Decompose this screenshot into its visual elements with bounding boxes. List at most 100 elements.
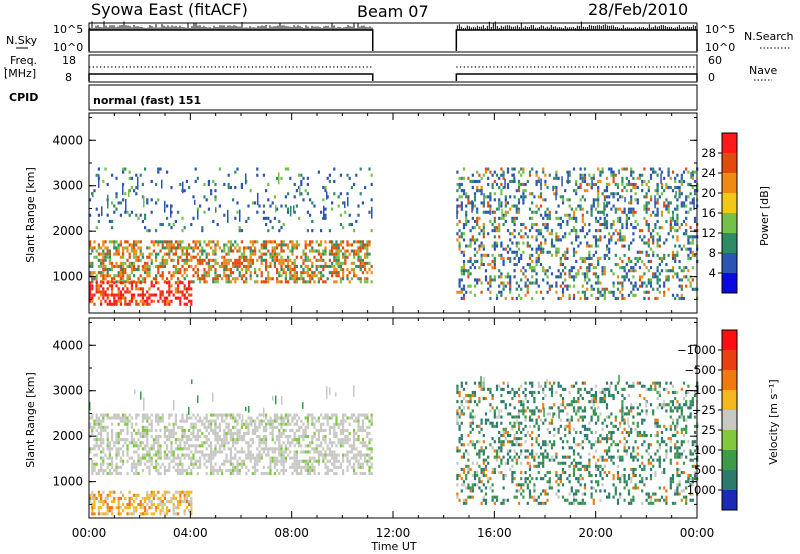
echo-cell (350, 243, 353, 247)
echo-cell (293, 465, 296, 469)
echo-cell (616, 263, 620, 267)
echo-cell (166, 438, 169, 442)
echo-cell (359, 425, 362, 429)
echo-cell (179, 243, 182, 247)
echo-cell (517, 201, 521, 205)
echo-cell (304, 258, 307, 262)
echo-cell (97, 287, 100, 291)
echo-cell (97, 512, 100, 516)
echo-cell (326, 413, 329, 417)
echo-cell (221, 450, 224, 454)
echo-cell (183, 246, 186, 250)
echo-cell (188, 416, 191, 420)
echo-cell (546, 281, 549, 285)
echo-cell (159, 509, 162, 513)
echo-cell (355, 438, 358, 442)
y-tick-label: 4000 (52, 133, 83, 147)
echo-cell (317, 277, 320, 281)
echo-cell (656, 219, 659, 223)
echo-cell (159, 274, 162, 278)
echo-cell (368, 459, 371, 463)
echo-cell (280, 459, 283, 463)
echo-cell (531, 247, 534, 251)
echo-cell (546, 269, 549, 273)
echo-cell (157, 472, 160, 476)
echo-cell (559, 275, 562, 279)
echo-cell (256, 435, 259, 439)
echo-cell (361, 271, 364, 275)
echo-cell (144, 453, 147, 457)
echo-cell (273, 459, 276, 463)
echo-cell (122, 246, 125, 250)
echo-cell (181, 216, 184, 220)
echo-cell (599, 229, 602, 233)
echo-cell (467, 471, 470, 475)
echo-cell (122, 459, 125, 463)
echo-cell (267, 277, 270, 281)
echo-cell (608, 232, 611, 236)
echo-cell (333, 435, 336, 439)
echo-cell (559, 195, 562, 199)
echo-cell (575, 192, 578, 196)
echo-cell (174, 447, 177, 451)
echo-cell (291, 249, 294, 253)
echo-cell (170, 435, 173, 439)
echo-cell (691, 186, 694, 190)
echo-cell (150, 281, 153, 285)
echo-cell (278, 453, 281, 457)
echo-cell (555, 189, 558, 193)
echo-cell (122, 453, 125, 457)
echo-cell (236, 472, 239, 476)
echo-cell (456, 198, 459, 202)
echo-cell (133, 252, 136, 256)
echo-cell (456, 400, 459, 404)
echo-cell (478, 424, 481, 428)
echo-cell (608, 201, 611, 205)
echo-cell (601, 167, 604, 171)
echo-cell (267, 264, 270, 268)
echo-cell (265, 447, 268, 451)
echo-cell (122, 450, 125, 454)
echo-cell (287, 243, 290, 247)
echo-cell (249, 444, 252, 448)
echo-cell (115, 435, 118, 439)
echo-cell (122, 277, 125, 281)
echo-cell (517, 293, 521, 297)
echo-cell (95, 284, 98, 288)
echo-cell (201, 246, 204, 250)
echo-cell (368, 441, 371, 445)
echo-cell (166, 444, 169, 448)
echo-cell (467, 434, 470, 438)
echo-cell (183, 500, 186, 504)
echo-cell (660, 173, 662, 184)
echo-cell (348, 459, 351, 463)
echo-cell (370, 416, 373, 420)
echo-cell (506, 170, 510, 174)
freq-segment (88, 73, 374, 81)
echo-cell (682, 266, 686, 270)
echo-cell (290, 205, 292, 217)
echo-cell (665, 275, 668, 279)
echo-cell (91, 271, 94, 275)
echo-cell (124, 496, 127, 500)
echo-cell (111, 240, 114, 244)
echo-cell (498, 201, 500, 211)
echo-cell (150, 240, 153, 244)
echo-cell (643, 216, 646, 220)
echo-cell (106, 472, 109, 476)
echo-cell (550, 232, 554, 236)
echo-cell (174, 462, 177, 466)
echo-cell (493, 278, 496, 282)
echo-cell (236, 435, 239, 439)
echo-cell (102, 268, 105, 272)
echo-cell (199, 435, 202, 439)
echo-cell (313, 456, 316, 460)
echo-cell (458, 278, 461, 282)
echo-cell (146, 431, 149, 435)
echo-cell (170, 459, 173, 463)
echo-cell (671, 226, 675, 230)
echo-cell (159, 240, 162, 244)
echo-cell (473, 238, 477, 242)
echo-cell (364, 456, 367, 460)
echo-cell (234, 465, 237, 469)
